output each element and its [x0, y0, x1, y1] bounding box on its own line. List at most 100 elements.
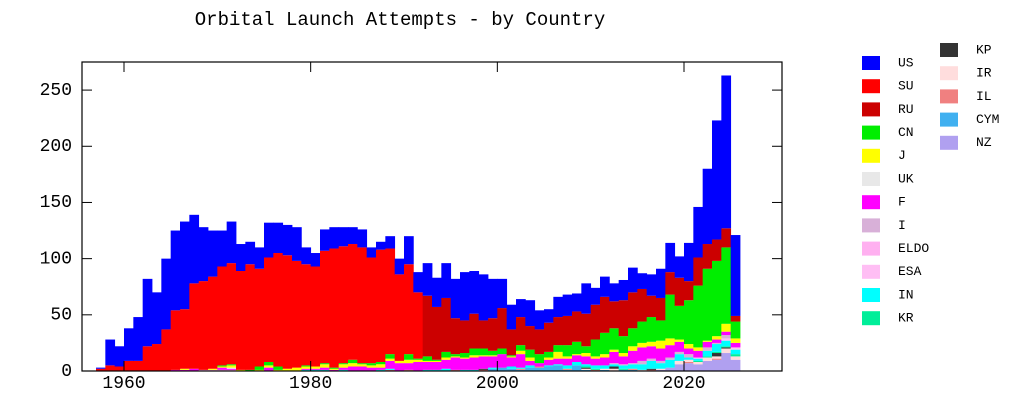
bar-segment — [553, 365, 564, 371]
bar-segment — [217, 230, 228, 267]
bar-segment — [674, 364, 685, 371]
bar-segment — [665, 367, 676, 371]
bar-segment — [562, 356, 573, 359]
bar-segment — [432, 360, 442, 363]
bar-segment — [581, 313, 592, 347]
bar-segment — [656, 368, 666, 370]
bar-segment — [572, 341, 582, 355]
bar-segment — [404, 354, 414, 360]
bar-segment — [600, 354, 610, 358]
bar-segment — [394, 360, 405, 364]
bar-segment — [693, 257, 704, 286]
bar-segment — [730, 354, 741, 357]
bar-segment — [432, 306, 442, 360]
bar-segment — [702, 268, 713, 341]
bar-segment — [357, 247, 368, 364]
bar-segment — [516, 317, 526, 346]
bar-segment — [385, 248, 396, 355]
bar-segment — [497, 348, 508, 355]
y-tick-label: 150 — [40, 193, 72, 213]
bar-segment — [646, 341, 657, 347]
bar-segment — [469, 348, 480, 356]
bar-segment — [348, 227, 358, 245]
bar-segment — [478, 274, 489, 321]
legend-label: RU — [898, 102, 914, 117]
bar-segment — [572, 365, 582, 371]
bar-segment — [366, 247, 377, 258]
bar-segment — [730, 338, 741, 343]
legend-swatch — [862, 218, 880, 233]
bar-segment — [301, 368, 312, 370]
bar-segment — [273, 253, 284, 367]
bar-segment — [674, 256, 685, 278]
bar-segment — [422, 360, 433, 363]
bar-segment — [637, 342, 648, 348]
bar-segment — [702, 350, 713, 357]
bar-segment — [394, 363, 405, 371]
bar-segment — [609, 368, 620, 371]
legend-label: ELDO — [898, 241, 929, 256]
bar-segment — [198, 281, 209, 370]
bar-segment — [544, 366, 554, 371]
legend-label: KR — [898, 311, 914, 326]
bar-segment — [674, 341, 685, 352]
bar-segment — [133, 360, 144, 371]
bar-segment — [656, 360, 666, 364]
bar-segment — [618, 279, 629, 301]
bar-segment — [469, 313, 480, 349]
bar-segment — [609, 328, 620, 350]
bar-segment — [506, 356, 517, 358]
y-tick-label: 250 — [40, 81, 72, 101]
bar-segment — [441, 368, 452, 371]
bar-segment — [581, 283, 592, 314]
legend-label: US — [898, 55, 914, 70]
bar-segment — [525, 300, 536, 327]
bar-segment — [721, 346, 732, 348]
bar-segment — [684, 242, 694, 282]
bar-segment — [506, 329, 517, 356]
bar-segment — [730, 356, 741, 360]
bar-segment — [441, 359, 452, 369]
bar-segment — [469, 355, 480, 358]
bar-segment — [385, 360, 396, 369]
bar-segment — [581, 346, 592, 354]
legend-swatch — [862, 102, 880, 117]
bar-segment — [684, 348, 694, 355]
chart-title: Orbital Launch Attempts - by Country — [195, 9, 605, 31]
legend-label: I — [898, 218, 906, 233]
bar-segment — [488, 355, 498, 357]
legend-swatch — [862, 56, 880, 70]
bar-segment — [562, 365, 573, 369]
bar-segment — [665, 294, 676, 339]
bar-segment — [544, 351, 554, 358]
bar-segment — [628, 328, 638, 347]
bar-segment — [721, 323, 732, 332]
plot-frame — [81, 61, 783, 372]
bar-segment — [329, 368, 340, 370]
bar-segment — [600, 276, 610, 297]
bar-segment — [506, 304, 517, 330]
bar-segment — [730, 235, 741, 316]
bar-segment — [310, 366, 321, 369]
bar-segment — [684, 362, 694, 364]
bar-segment — [534, 354, 545, 364]
bar-segment — [572, 362, 582, 366]
bar-segment — [656, 320, 666, 341]
bar-segment — [516, 354, 526, 368]
bar-segment — [189, 368, 200, 371]
bar-segment — [460, 272, 470, 321]
bar-segment — [348, 244, 358, 360]
bar-segment — [432, 359, 442, 361]
bar-segment — [161, 329, 172, 371]
bar-segment — [404, 363, 414, 370]
bar-segment — [478, 320, 489, 349]
bar-segment — [674, 360, 685, 365]
bar-segment — [282, 368, 293, 371]
bar-segment — [226, 368, 237, 370]
bar-segment — [600, 357, 610, 366]
bar-segment — [534, 310, 545, 330]
bar-segment — [301, 247, 312, 265]
bar-segment — [730, 347, 741, 350]
legend-label: F — [898, 195, 906, 210]
